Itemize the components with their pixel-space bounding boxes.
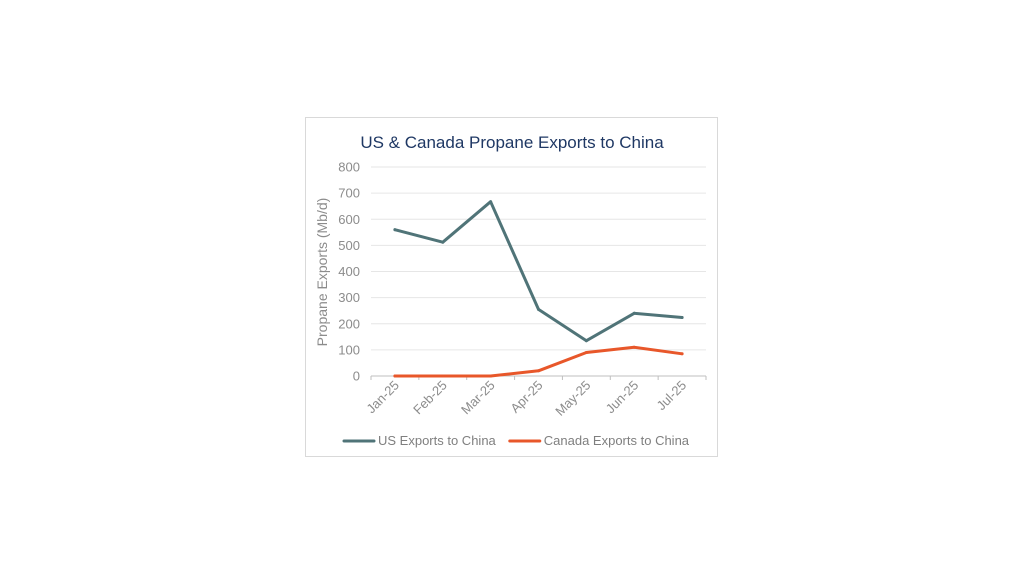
y-tick-label: 500 [338,238,360,253]
x-tick-label: May-25 [552,378,593,419]
chart-container: US & Canada Propane Exports to China Pro… [305,117,718,457]
legend-label-1: Canada Exports to China [544,433,690,448]
x-tick-label: Apr-25 [507,378,545,416]
y-tick-label: 400 [338,264,360,279]
data-point [537,307,540,311]
data-point [537,369,540,373]
y-tick-labels: 0 100 200 300 400 500 600 700 800 [338,160,360,384]
y-tick-label: 300 [338,290,360,305]
line-chart: US & Canada Propane Exports to China Pro… [314,133,707,448]
data-point [632,311,636,315]
grid-lines [370,166,707,380]
data-point [393,228,397,232]
x-tick-label: Jul-25 [654,378,690,414]
y-axis-label: Propane Exports (Mb/d) [314,198,330,347]
data-point [584,350,588,354]
x-tick-label: Jun-25 [603,378,642,417]
legend: US Exports to China Canada Exports to Chi… [342,433,690,448]
chart-title: US & Canada Propane Exports to China [360,133,664,152]
data-point [584,339,588,343]
legend-label-0: US Exports to China [378,433,497,448]
y-tick-label: 600 [338,212,360,227]
x-tick-label: Feb-25 [410,378,450,418]
y-tick-label: 100 [338,342,360,357]
data-point [441,374,445,378]
x-tick-label: Jan-25 [363,378,402,417]
y-tick-label: 0 [353,369,360,384]
data-point [489,374,493,378]
data-point [393,374,397,378]
y-tick-label: 800 [338,160,360,175]
data-point [680,352,684,356]
x-tick-label: Mar-25 [458,378,498,418]
x-tick-labels: Jan-25 Feb-25 Mar-25 Apr-25 May-25 Jun-25 Jul-… [363,378,689,419]
data-point [632,345,636,349]
y-tick-label: 200 [338,316,360,331]
series-lines [393,200,684,378]
data-point [441,240,445,244]
y-tick-label: 700 [338,186,360,201]
data-point [680,315,684,319]
data-point [489,200,493,204]
